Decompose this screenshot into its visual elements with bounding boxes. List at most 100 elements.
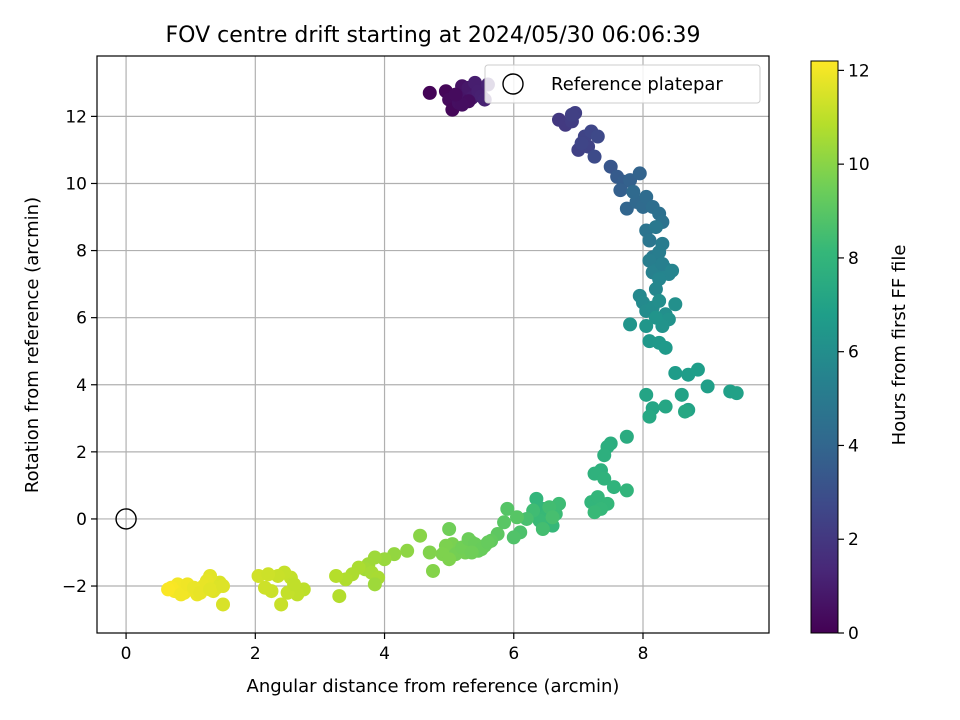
data-point	[442, 552, 457, 567]
legend-marker-reference	[502, 73, 524, 95]
data-point	[497, 515, 512, 530]
data-point	[535, 522, 550, 537]
data-point	[367, 577, 382, 592]
legend-box	[484, 64, 761, 104]
reference-point	[115, 508, 137, 530]
colorbar-ticks: 0 2 4 6 8 10 12	[838, 61, 870, 644]
data-point	[639, 189, 654, 204]
data-point	[464, 545, 479, 560]
x-axis-ticks: 0 2 4 6 8	[121, 633, 649, 664]
legend: Reference platepar	[484, 64, 761, 104]
data-point	[332, 589, 347, 604]
data-point	[603, 159, 618, 174]
data-point	[639, 319, 654, 334]
data-point	[642, 233, 657, 248]
data-point	[639, 387, 654, 402]
data-point	[161, 582, 176, 597]
data-point	[174, 587, 188, 602]
data-point	[668, 366, 683, 381]
colorbar-tick-label: 2	[848, 530, 859, 550]
data-point	[203, 582, 218, 597]
data-point	[648, 220, 663, 235]
x-tick-label: 2	[250, 644, 261, 664]
colorbar-tick-label: 4	[848, 436, 859, 456]
data-point	[619, 483, 634, 498]
data-point	[658, 340, 673, 355]
data-point	[587, 149, 602, 164]
data-point	[422, 545, 437, 560]
colorbar-tick-label: 12	[848, 61, 870, 81]
data-point	[623, 317, 638, 332]
data-point	[652, 245, 667, 260]
data-point	[658, 399, 673, 414]
y-tick-label: 8	[76, 242, 87, 262]
data-point	[455, 97, 470, 112]
data-point	[632, 166, 647, 181]
data-point	[648, 282, 663, 297]
data-point	[597, 471, 612, 486]
colorbar-tick-label: 8	[848, 249, 859, 269]
data-point	[258, 580, 272, 595]
data-point	[590, 129, 605, 144]
data-point	[619, 429, 634, 444]
data-point	[642, 253, 657, 268]
data-point	[606, 480, 621, 495]
y-tick-label: 0	[76, 510, 87, 530]
y-tick-label: 12	[65, 107, 87, 127]
data-point	[274, 597, 289, 612]
data-point	[442, 522, 457, 537]
colorbar-tick-label: 10	[848, 155, 870, 175]
y-tick-label: 6	[76, 309, 87, 329]
x-tick-label: 4	[379, 644, 390, 664]
data-point	[545, 510, 560, 525]
scatter-points	[161, 75, 744, 612]
data-point	[564, 107, 579, 122]
colorbar-label: Hours from first FF file	[889, 245, 910, 446]
data-point	[574, 136, 589, 151]
plot-frame	[96, 55, 770, 634]
data-point	[678, 404, 692, 419]
data-point	[642, 409, 657, 424]
data-point	[668, 297, 683, 312]
data-point	[413, 528, 428, 543]
data-point	[529, 491, 544, 506]
y-tick-label: 10	[65, 174, 87, 194]
data-point	[674, 387, 689, 402]
data-point	[613, 183, 628, 198]
data-point	[729, 386, 744, 401]
data-point	[261, 567, 276, 582]
data-point	[665, 263, 680, 278]
data-point	[480, 535, 495, 550]
data-point	[652, 293, 667, 308]
x-tick-label: 0	[121, 644, 132, 664]
y-axis-ticks: −2 0 2 4 6 8 10 12	[62, 107, 97, 597]
data-point	[648, 310, 663, 325]
x-axis-label: Angular distance from reference (arcmin)	[247, 676, 620, 697]
data-point	[216, 597, 230, 612]
y-tick-label: −2	[62, 577, 87, 597]
data-point	[690, 362, 705, 377]
colorbar-tick-label: 6	[848, 343, 859, 363]
legend-label-reference: Reference platepar	[551, 74, 723, 95]
data-point	[422, 85, 437, 100]
chart-title: FOV centre drift starting at 2024/05/30 …	[166, 23, 701, 48]
data-point	[510, 510, 524, 525]
x-tick-label: 6	[508, 644, 519, 664]
data-point	[500, 501, 515, 516]
data-point	[329, 568, 344, 583]
data-point	[426, 563, 440, 578]
data-point	[216, 579, 230, 594]
data-point	[448, 87, 463, 102]
data-point	[400, 543, 415, 558]
y-tick-label: 2	[76, 443, 87, 463]
data-point	[506, 530, 521, 545]
colorbar	[810, 60, 839, 634]
data-point	[287, 577, 302, 592]
colorbar-tick-label: 0	[848, 624, 859, 644]
data-point	[587, 505, 602, 520]
y-axis-label: Rotation from reference (arcmin)	[22, 197, 43, 493]
data-point	[597, 448, 612, 463]
data-point	[626, 184, 641, 199]
x-tick-label: 8	[638, 644, 649, 664]
